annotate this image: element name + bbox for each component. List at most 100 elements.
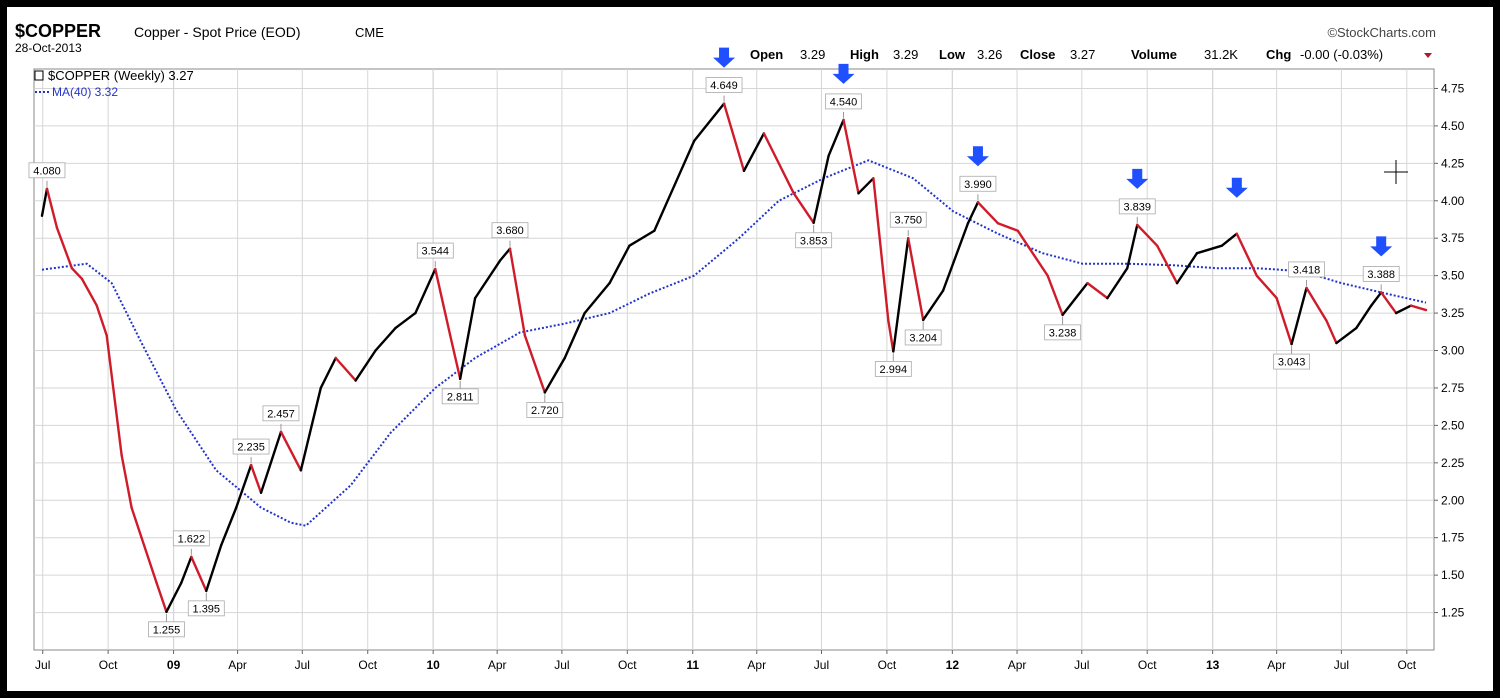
chg-value: -0.00 (-0.03%) [1300,47,1383,62]
down-arrow-icon [966,146,989,167]
price-segment [1175,251,1199,285]
annotation-box [1288,261,1325,278]
price-segment [966,201,980,225]
price-segment [872,177,890,322]
price-segment [299,386,322,472]
y-tick-label: 1.25 [1441,606,1465,620]
annotation-box [1362,266,1400,282]
price-segment [1394,304,1413,315]
annotation-label: 4.080 [33,165,61,177]
annotation-box [28,162,66,179]
annotation-label: 2.235 [237,442,265,454]
annotation-label: 4.540 [830,96,858,108]
price-segment [334,356,357,382]
price-segment [190,555,208,593]
y-axis: 4.75 4.50 4.25 4.00 3.75 3.50 3.25 3.00 2.75 2.50… [1434,81,1465,620]
x-tick-label: Oct [99,658,118,672]
annotation-box [705,77,743,93]
volume-label: Volume [1131,47,1177,62]
price-segment [434,267,452,337]
price-segment [1325,319,1338,345]
y-tick-label: 2.75 [1441,381,1465,395]
annotation-box [795,232,833,249]
down-arrow-icon [1126,168,1149,189]
x-tick-label: Apr [488,658,507,672]
y-tick-label: 4.50 [1441,119,1465,133]
chart-date: 28-Oct-2013 [15,41,82,55]
price-segment [1061,281,1089,317]
price-segment [130,506,143,539]
price-segment [1290,286,1308,346]
exchange-label: CME [355,25,384,40]
price-segment [498,247,512,262]
ma40-line [41,159,1427,527]
legend: $COPPER (Weekly) 3.27 MA(40) 3.32 [34,68,194,99]
price-segment [259,430,283,494]
annotation-label: 2.811 [447,391,474,403]
price-annotations: 4.080 1.255 1.622 1.395 2.235 2.457 3.544 2.811… [28,77,1400,638]
y-tick-label: 3.75 [1441,231,1465,245]
annotation-label: 4.649 [710,80,738,92]
price-segment [1106,266,1129,300]
price-segment [319,356,337,390]
annotation-box [187,600,225,617]
price-segment [1195,244,1224,255]
price-segment [1046,274,1064,317]
annotation-box [904,329,942,346]
price-segment [887,319,895,353]
volume-value: 31.2K [1204,47,1238,62]
annotation-label: 3.680 [496,225,524,237]
annotation-label: 3.418 [1293,264,1321,276]
price-segment [70,266,84,280]
price-segment [1409,304,1428,312]
x-tick-label: Apr [228,658,247,672]
price-segment [180,555,193,584]
annotation-label: 3.839 [1123,201,1151,213]
annotation-box [825,93,862,110]
annotation-label: 3.388 [1367,269,1395,281]
x-tick-label: Jul [814,658,829,672]
close-value: 3.27 [1070,47,1095,62]
price-segment [692,102,726,143]
x-axis: Jul Oct 09 Apr Jul Oct 10 Apr Jul Oct 11 Apr Jul Oct 1… [35,650,1417,672]
annotation-label: 3.990 [964,179,992,191]
price-segment [827,118,845,158]
chart-frame: $COPPER Copper - Spot Price (EOD) CME 28… [7,7,1493,691]
annotation-label: 3.238 [1049,327,1077,339]
price-segment [279,430,303,472]
price-segment [1126,223,1139,270]
x-tick-label: Apr [1008,658,1027,672]
price-segment [1016,229,1049,277]
price-segment [921,289,945,322]
price-segment [1255,274,1278,300]
low-value: 3.26 [977,47,1002,62]
annotation-label: 1.622 [178,533,206,545]
chg-label: Chg [1266,47,1291,62]
annotation-box [172,530,210,547]
source-credit: ©StockCharts.com [1327,25,1436,40]
price-segment [722,102,746,173]
x-tick-label: Oct [1397,658,1416,672]
price-segment [473,259,502,300]
annotation-box [1273,353,1310,370]
annotation-label: 1.255 [153,624,181,636]
ohlc-legend-icon [34,70,44,81]
price-segment [1355,304,1373,330]
open-value: 3.29 [800,47,825,62]
price-segment [140,536,158,584]
price-segment [449,334,462,381]
annotation-box [262,405,300,422]
price-segment [220,506,238,547]
x-tick-label: Jul [554,658,569,672]
annotation-box [416,242,454,259]
y-tick-label: 3.00 [1441,344,1465,358]
down-arrow-icon [1370,236,1393,257]
annotation-box [874,361,912,377]
symbol-title: $COPPER [15,21,101,41]
price-segment [941,222,970,292]
y-tick-label: 4.75 [1441,81,1465,95]
price-segment [1220,232,1239,247]
price-segment [1305,286,1328,322]
annotation-box [889,211,927,228]
price-segment [1335,326,1358,345]
